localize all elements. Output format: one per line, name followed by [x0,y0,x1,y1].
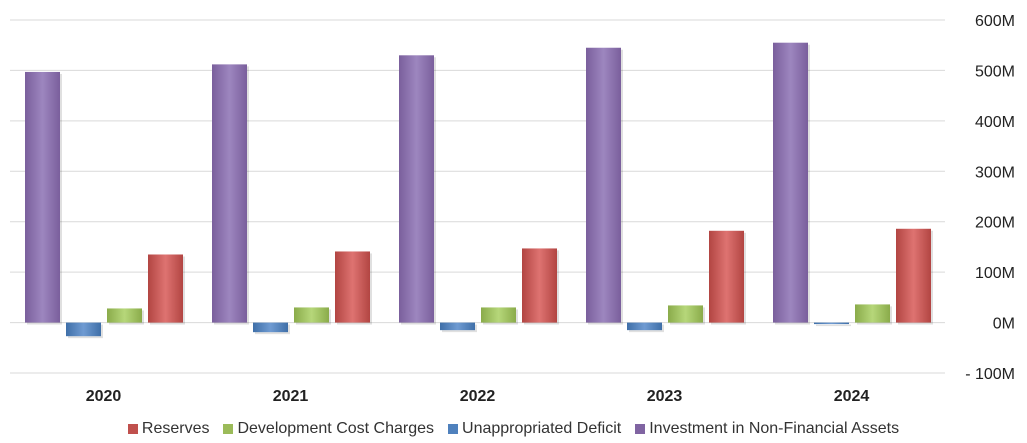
legend-label: Reserves [141,420,210,437]
bar-reserves-2024 [896,228,931,323]
legend-swatch [635,424,646,434]
bar-reserves-2022 [522,248,557,323]
y-tick-label: 500M [975,63,1015,80]
bar-investment-in-non-financial-assets-2020 [25,71,60,323]
x-category-label: 2020 [86,388,122,405]
bar-investment-in-non-financial-assets-2023 [586,47,621,323]
y-tick-label: 400M [975,114,1015,131]
legend-item: Investment in Non-Financial Assets [635,420,899,438]
bar-development-cost-charges-2022 [481,307,516,323]
legend-swatch [448,424,459,434]
y-tick-label: - 100M [965,366,1015,383]
bar-development-cost-charges-2020 [107,308,142,323]
legend: Reserves Development Cost Charges Unapprop… [0,418,1027,440]
y-axis-ticks: 600M 500M 400M 300M 200M 100M 0M - 100M [965,13,1015,383]
y-tick-label: 200M [975,215,1015,232]
legend-label: Unappropriated Deficit [462,420,622,437]
bars [25,42,933,339]
legend-swatch [223,424,234,434]
bar-reserves-2020 [148,254,183,323]
bar-investment-in-non-financial-assets-2021 [212,64,247,323]
y-tick-label: 100M [975,265,1015,282]
y-tick-label: 600M [975,13,1015,30]
x-category-label: 2024 [834,388,870,405]
x-category-label: 2023 [647,388,683,405]
y-tick-label: 0M [993,316,1015,333]
legend-swatch [127,424,138,434]
bar-unappropriated-deficit-2024 [814,322,849,325]
legend-item: Unappropriated Deficit [448,420,621,438]
x-category-label: 2022 [460,388,496,405]
legend-label: Investment in Non-Financial Assets [649,420,900,437]
bar-unappropriated-deficit-2023 [627,322,662,331]
x-category-label: 2021 [273,388,309,405]
bar-shadow [816,324,851,327]
bar-unappropriated-deficit-2022 [440,322,475,331]
bar-investment-in-non-financial-assets-2022 [399,55,434,323]
legend-item: Reserves [127,420,210,438]
bar-unappropriated-deficit-2020 [66,322,101,337]
bar-development-cost-charges-2023 [668,305,703,323]
bar-development-cost-charges-2024 [855,304,890,323]
bar-reserves-2023 [709,230,744,323]
y-tick-label: 300M [975,164,1015,181]
bar-unappropriated-deficit-2021 [253,322,288,333]
bar-development-cost-charges-2021 [294,307,329,323]
bar-reserves-2021 [335,251,370,323]
legend-item: Development Cost Charges [223,420,434,438]
legend-label: Development Cost Charges [237,420,435,437]
x-axis-categories: 2020 2021 2022 2023 2024 [86,388,870,405]
bar-investment-in-non-financial-assets-2024 [773,42,808,323]
